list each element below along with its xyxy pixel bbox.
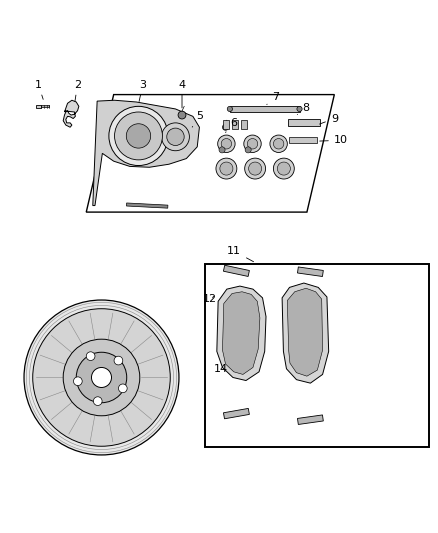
Polygon shape — [223, 265, 249, 277]
Text: 9: 9 — [320, 114, 338, 124]
Circle shape — [33, 309, 170, 446]
Text: 12: 12 — [203, 294, 217, 304]
Polygon shape — [223, 408, 249, 419]
Circle shape — [245, 158, 265, 179]
Text: 3: 3 — [139, 79, 146, 101]
Text: 8: 8 — [297, 103, 310, 115]
Circle shape — [277, 162, 290, 175]
Circle shape — [247, 139, 258, 149]
Text: 5: 5 — [192, 111, 203, 127]
Circle shape — [223, 124, 229, 130]
Polygon shape — [223, 292, 260, 375]
Circle shape — [227, 107, 233, 111]
Polygon shape — [287, 288, 322, 376]
Bar — [223, 120, 230, 130]
Text: 11: 11 — [227, 246, 254, 262]
Circle shape — [178, 111, 186, 119]
Circle shape — [273, 139, 284, 149]
Circle shape — [93, 397, 102, 406]
Polygon shape — [127, 203, 168, 208]
Circle shape — [249, 162, 261, 175]
Text: 13: 13 — [227, 314, 251, 326]
Polygon shape — [86, 94, 334, 212]
Text: 10: 10 — [320, 135, 348, 146]
Circle shape — [221, 139, 232, 149]
Circle shape — [219, 147, 225, 153]
Circle shape — [220, 162, 233, 175]
Circle shape — [109, 107, 168, 166]
Bar — [205, 264, 429, 447]
Polygon shape — [230, 107, 300, 111]
Circle shape — [126, 124, 151, 148]
Circle shape — [167, 128, 184, 146]
Polygon shape — [36, 104, 41, 108]
Circle shape — [92, 367, 112, 387]
Circle shape — [297, 107, 302, 111]
Circle shape — [115, 112, 162, 160]
Circle shape — [244, 135, 261, 152]
Circle shape — [118, 384, 127, 393]
Polygon shape — [289, 137, 317, 143]
Polygon shape — [93, 100, 199, 206]
Circle shape — [63, 339, 140, 416]
Text: 7: 7 — [267, 92, 279, 104]
Circle shape — [76, 352, 127, 403]
Circle shape — [218, 135, 235, 152]
Bar — [241, 120, 247, 130]
Text: 6: 6 — [226, 118, 238, 133]
Circle shape — [162, 123, 189, 151]
Polygon shape — [41, 105, 49, 108]
Text: 4: 4 — [178, 79, 186, 108]
Circle shape — [86, 352, 95, 360]
Text: 2: 2 — [74, 79, 81, 101]
Polygon shape — [282, 283, 328, 383]
Circle shape — [216, 158, 237, 179]
Bar — [232, 120, 238, 130]
Circle shape — [270, 135, 287, 152]
Text: 14: 14 — [214, 363, 246, 374]
Circle shape — [273, 158, 294, 179]
Circle shape — [24, 300, 179, 455]
Polygon shape — [63, 100, 79, 127]
Polygon shape — [297, 267, 323, 277]
Circle shape — [245, 147, 251, 153]
Polygon shape — [297, 415, 323, 424]
Circle shape — [74, 377, 82, 385]
Polygon shape — [288, 119, 320, 126]
Circle shape — [114, 356, 123, 365]
Text: 1: 1 — [35, 79, 43, 99]
Polygon shape — [217, 286, 266, 381]
